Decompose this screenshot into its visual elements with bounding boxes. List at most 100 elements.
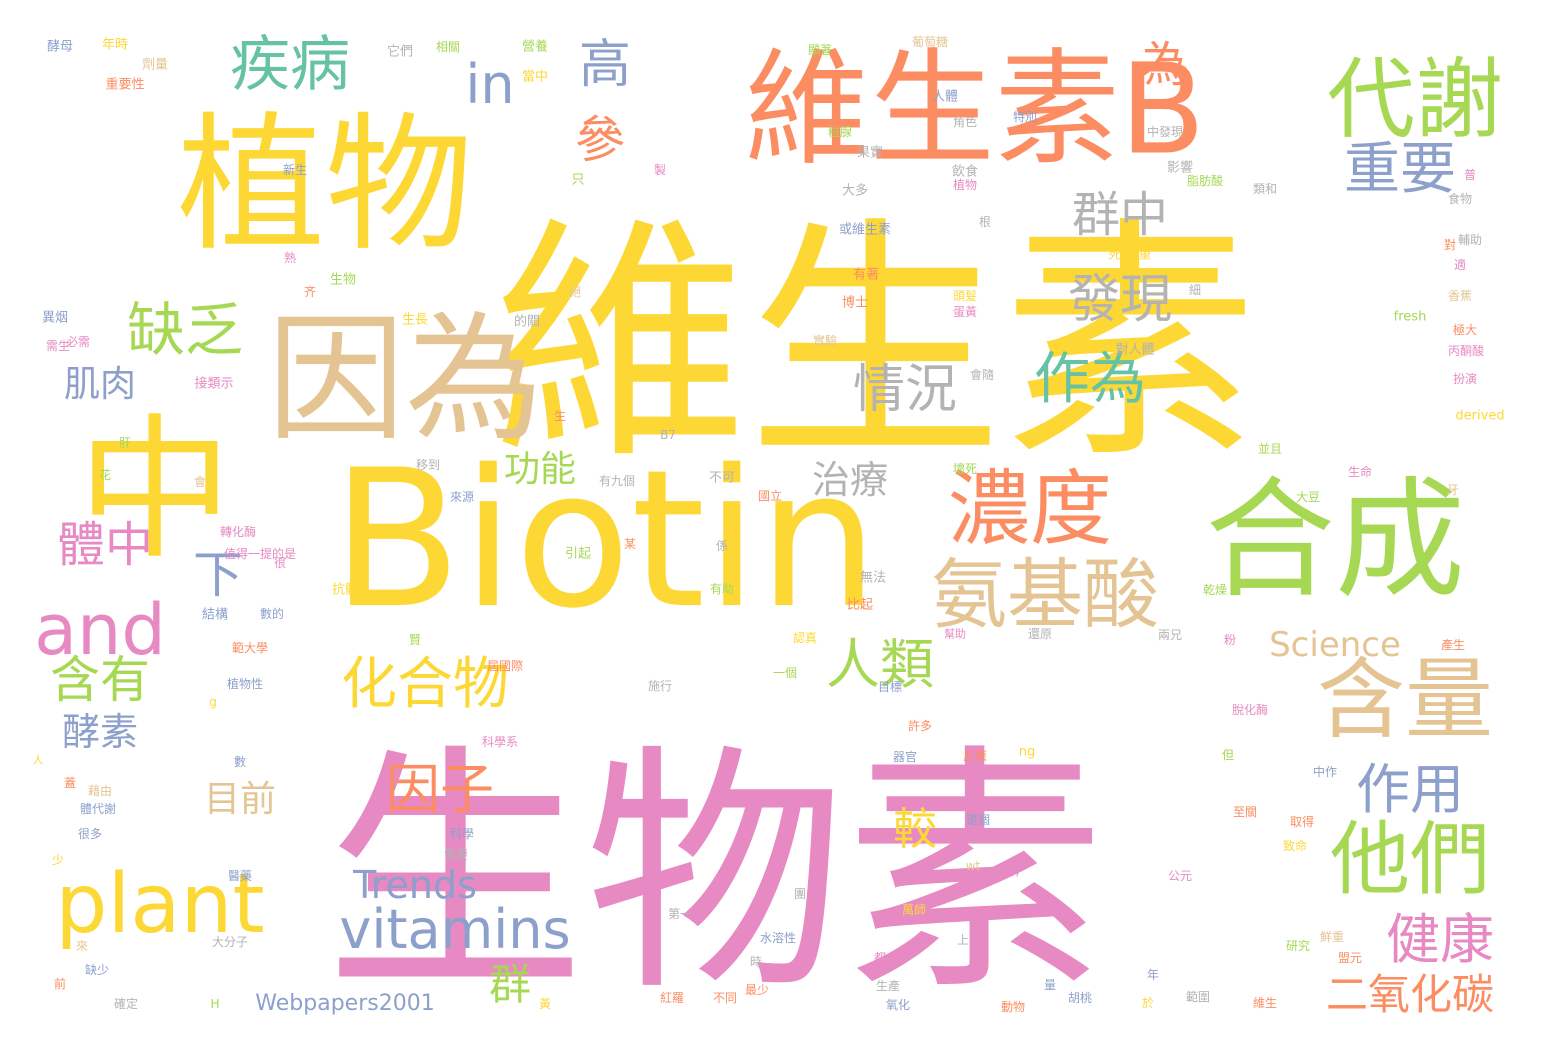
cloud-word: 上 <box>956 933 970 947</box>
cloud-word: 脫化酶 <box>1231 703 1269 717</box>
cloud-word: 於 <box>1141 996 1155 1010</box>
cloud-word: 較 <box>893 804 937 855</box>
cloud-word: 新生 <box>282 163 308 177</box>
cloud-word: 頭髮 <box>952 289 978 303</box>
cloud-word: 治療 <box>811 458 889 502</box>
cloud-word: 科學 <box>449 827 475 841</box>
cloud-word: 蛋黃 <box>952 305 978 319</box>
cloud-word: 來源 <box>449 490 475 504</box>
cloud-word: 參 <box>575 111 625 169</box>
cloud-word: 極大 <box>1452 323 1478 337</box>
cloud-word: 丙酮酸 <box>1447 344 1485 358</box>
cloud-word: 熟 <box>283 251 297 265</box>
cloud-word: 人類 <box>826 633 934 696</box>
cloud-word: 粉 <box>1223 633 1237 647</box>
cloud-word: 不可 <box>708 470 736 486</box>
cloud-word: 合成 <box>1204 464 1466 616</box>
cloud-word: 科學系 <box>481 735 519 749</box>
cloud-word: 研究 <box>1285 939 1311 953</box>
cloud-word: 酵素 <box>61 710 139 754</box>
cloud-word: 必需 <box>65 335 91 349</box>
cloud-word: 牙 <box>1446 483 1460 497</box>
cloud-word: 下 <box>193 546 243 604</box>
cloud-word: 不同 <box>712 991 738 1005</box>
cloud-word: 都 <box>873 951 887 965</box>
cloud-word: 當中 <box>521 69 549 85</box>
cloud-word: 作用 <box>1356 758 1464 821</box>
cloud-word: 第一 <box>667 907 693 921</box>
cloud-word: 公元 <box>1167 869 1193 883</box>
cloud-word: 角色 <box>952 115 978 129</box>
cloud-word: B7 <box>660 428 676 442</box>
cloud-word: 範圍 <box>1185 990 1211 1004</box>
cloud-word: Science <box>1269 625 1401 665</box>
cloud-word: 劑量 <box>141 57 169 73</box>
cloud-word: 稱 <box>1006 864 1020 878</box>
cloud-word: 取得 <box>1289 815 1315 829</box>
cloud-word: 人 <box>32 753 44 767</box>
cloud-word: 有九個 <box>598 474 636 488</box>
cloud-word: 重要性 <box>105 77 145 93</box>
cloud-word: 來 <box>75 939 89 953</box>
cloud-word: 含量 <box>1316 648 1494 751</box>
cloud-word: 結構 <box>201 607 229 623</box>
cloud-word: 含有 <box>50 651 150 709</box>
cloud-word: 異烟 <box>41 310 69 326</box>
cloud-word: 蓋 <box>63 776 77 790</box>
cloud-word: 範大學 <box>231 641 269 655</box>
cloud-word: 的關 <box>513 314 541 330</box>
cloud-word: 無法 <box>859 570 887 586</box>
cloud-word: 動物 <box>1000 1000 1026 1014</box>
cloud-word: 團 <box>793 887 807 901</box>
cloud-word: 屆國際 <box>486 659 524 673</box>
cloud-word: 或維生素 <box>838 222 892 238</box>
cloud-word: 體中 <box>56 517 154 573</box>
cloud-word: 植物 <box>177 99 473 271</box>
cloud-word: 維生素B <box>744 37 1206 183</box>
cloud-word: 很 <box>273 556 287 570</box>
cloud-word: 還原 <box>1027 627 1053 641</box>
cloud-word: 適 <box>1453 258 1467 272</box>
cloud-word: ng <box>1018 744 1036 760</box>
cloud-word: 生長 <box>401 312 429 328</box>
cloud-word: 至關 <box>1232 805 1258 819</box>
cloud-word: 一個 <box>772 666 798 680</box>
cloud-word: 很多 <box>77 827 103 841</box>
cloud-word: 飲食 <box>951 164 979 180</box>
cloud-word: 缺少 <box>84 963 110 977</box>
cloud-word: 根 <box>978 215 992 229</box>
cloud-word: 會隨 <box>969 368 995 382</box>
cloud-word: 食物 <box>1447 192 1473 206</box>
cloud-word: 類和 <box>1252 182 1278 196</box>
cloud-word: 量 <box>1043 978 1057 992</box>
cloud-word: 值得一提的是 <box>223 547 297 561</box>
cloud-word: 群 <box>488 960 532 1009</box>
cloud-word: 生物素 <box>325 724 1105 1026</box>
cloud-word: g <box>209 695 217 709</box>
cloud-word: 中 <box>77 399 233 581</box>
cloud-word: 輔助 <box>1457 233 1483 247</box>
cloud-word: Webpapers2001 <box>255 991 435 1016</box>
cloud-word: 生命 <box>1347 465 1373 479</box>
cloud-word: plant <box>55 857 265 952</box>
cloud-word: 疾病 <box>230 30 350 100</box>
cloud-word: 葡萄糖 <box>911 35 949 49</box>
cloud-word: 二氧化碳 <box>1325 970 1495 1019</box>
cloud-word: 相關 <box>435 40 461 54</box>
cloud-word: 氧化 <box>885 998 911 1012</box>
cloud-word: vitamins <box>339 898 571 961</box>
cloud-word: 發現 <box>1067 270 1173 330</box>
cloud-word: 會 <box>193 475 207 489</box>
cloud-word: 因子 <box>386 758 494 821</box>
cloud-word: 維生 <box>1252 996 1278 1010</box>
cloud-word: 功能 <box>503 449 577 490</box>
cloud-word: 許多 <box>907 719 933 733</box>
cloud-word: 為 <box>1140 37 1190 93</box>
cloud-word: 兩兄 <box>1157 628 1183 642</box>
cloud-word: 作為 <box>1034 347 1146 412</box>
cloud-word: 目前 <box>203 779 277 820</box>
cloud-word: 因為 <box>266 299 544 460</box>
cloud-word: in <box>465 53 515 116</box>
cloud-word: 生產 <box>875 979 901 993</box>
cloud-word: 年時 <box>101 37 129 53</box>
